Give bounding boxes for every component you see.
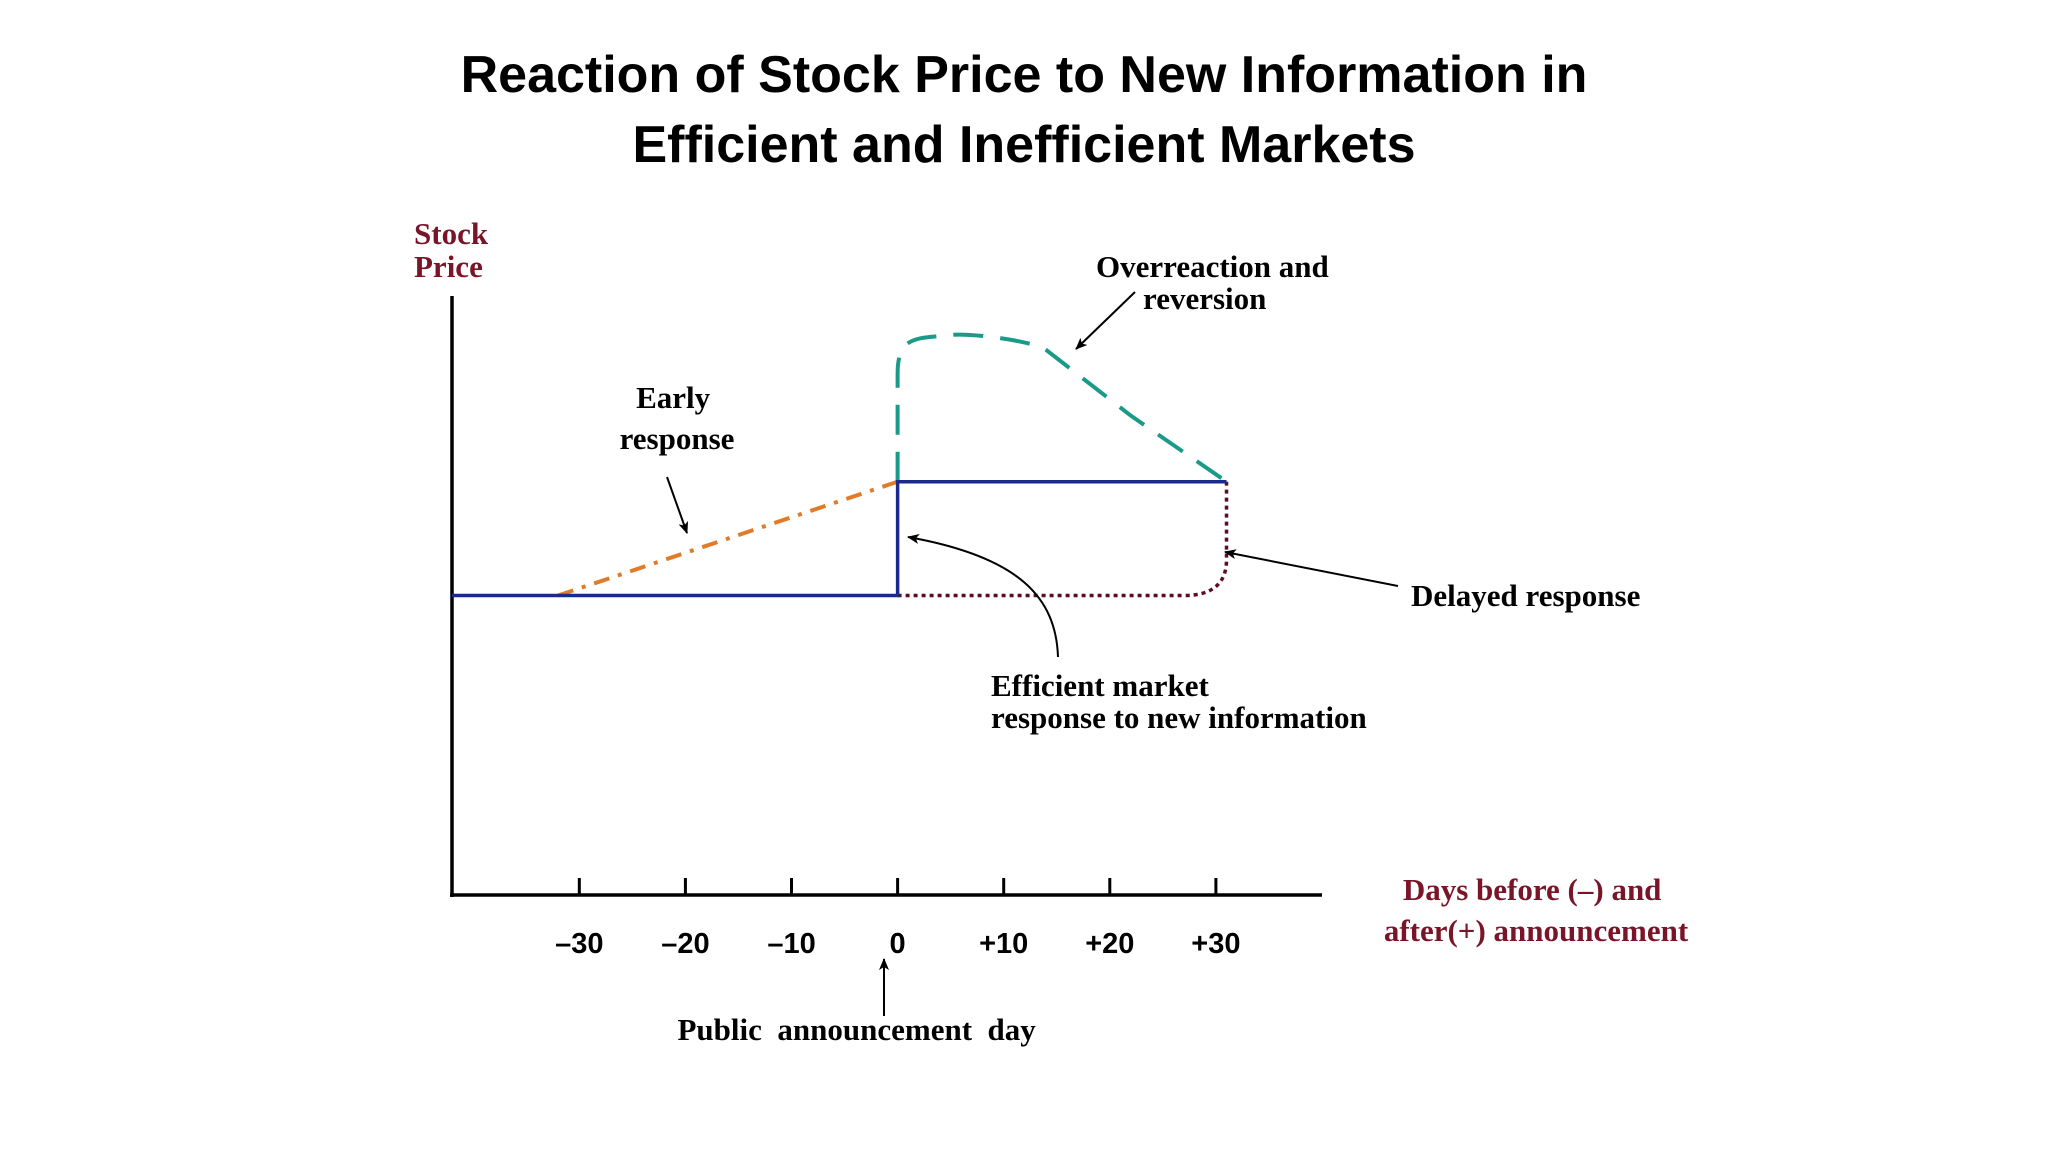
efficient-market-label-line: Efficient market	[991, 668, 1209, 703]
overreaction-label: Overreaction and reversion	[1096, 249, 1337, 316]
early-response-arrow	[666, 476, 689, 534]
y-axis-label: Stock Price	[414, 216, 496, 284]
announcement-day-label-line: Public announcement day	[677, 1012, 1036, 1047]
delayed-response-arrow	[1224, 549, 1399, 587]
x-tick-label: +30	[1191, 928, 1240, 960]
series-line-delayed	[897, 481, 1229, 598]
x-tick-label: +20	[1085, 928, 1134, 960]
early-response-label-line: response	[620, 421, 735, 456]
x-tick-label: –20	[661, 928, 709, 960]
overreaction-arrow	[1075, 291, 1136, 350]
y-axis-label-line: Price	[414, 249, 483, 284]
delayed-response-label-line: Delayed response	[1411, 578, 1640, 613]
x-tick-label: –30	[555, 928, 603, 960]
early-response-label: Early response	[620, 380, 735, 456]
y-axis-label-line: Stock	[414, 216, 489, 251]
overreaction-label-line: reversion	[1143, 281, 1266, 316]
efficient-market-label: Efficient market response to new informa…	[991, 668, 1367, 735]
series-line-overreaction	[895, 332, 1228, 484]
series-line-early	[557, 479, 899, 598]
overreaction-label-line: Overreaction and	[1096, 249, 1329, 284]
title-line-2: Efficient and Inefficient Markets	[632, 116, 1416, 174]
efficient-market-arrow	[907, 534, 1059, 658]
x-axis-label-line: Days before (–) and	[1403, 872, 1662, 907]
delayed-response-label: Delayed response	[1411, 578, 1640, 613]
early-response-label-line: Early	[636, 380, 711, 415]
series-line-efficient	[452, 479, 1227, 598]
chart-title: Reaction of Stock Price to New Informati…	[0, 40, 2048, 180]
title-line-1: Reaction of Stock Price to New Informati…	[460, 46, 1588, 104]
x-axis-label: Days before (–) and after(+) announcemen…	[1384, 872, 1689, 948]
x-tick-label: 0	[890, 928, 906, 960]
x-tick-label: +10	[979, 928, 1028, 960]
series-group	[452, 332, 1229, 598]
efficient-market-label-line: response to new information	[991, 700, 1367, 735]
announcement-day-label: Public announcement day	[0, 0, 1075, 1047]
x-axis-label-line: after(+) announcement	[1384, 913, 1689, 948]
x-ticks: –30 –20 –10 0 +10 +20 +30	[555, 878, 1241, 960]
x-tick-label: –10	[767, 928, 815, 960]
